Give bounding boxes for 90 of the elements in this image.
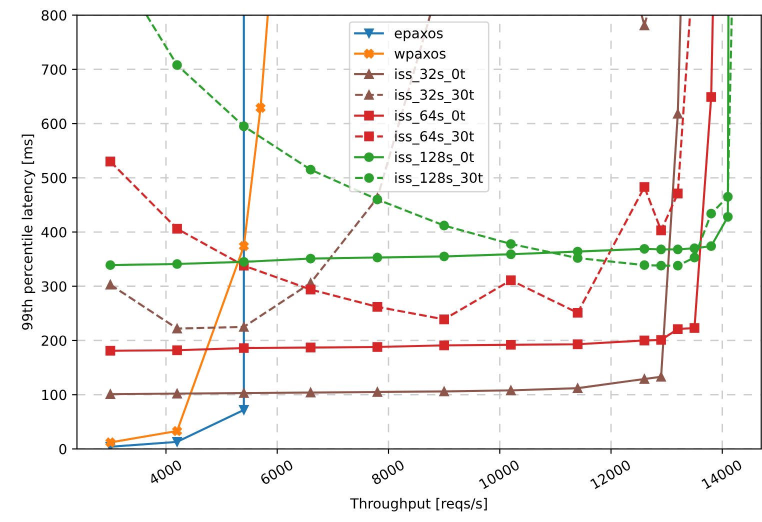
point bbox=[372, 194, 382, 204]
y-tick-label: 100 bbox=[42, 390, 66, 400]
point bbox=[105, 389, 116, 400]
y-tick-label: 400 bbox=[41, 227, 66, 238]
point bbox=[306, 284, 316, 294]
point bbox=[105, 260, 116, 270]
point bbox=[706, 241, 716, 251]
point bbox=[238, 388, 249, 398]
x-axis-title: Throughput [reqs/s] bbox=[350, 498, 487, 512]
point bbox=[722, 212, 733, 222]
point bbox=[238, 405, 249, 415]
y-tick-label: 0 bbox=[59, 444, 66, 454]
point bbox=[238, 256, 249, 267]
point bbox=[439, 314, 449, 324]
point bbox=[506, 386, 516, 396]
point bbox=[722, 192, 733, 202]
point bbox=[640, 374, 650, 384]
point bbox=[640, 182, 650, 192]
point bbox=[640, 260, 650, 270]
point bbox=[372, 302, 382, 312]
point bbox=[172, 224, 182, 234]
y-tick-label: 600 bbox=[42, 118, 66, 130]
point bbox=[372, 387, 382, 397]
y-tick-label: 300 bbox=[42, 281, 66, 292]
point bbox=[656, 244, 666, 254]
y-axis-title: 99th percentile latency [ms] bbox=[22, 134, 36, 330]
point bbox=[105, 280, 116, 290]
point bbox=[672, 108, 683, 119]
point bbox=[105, 346, 116, 356]
point bbox=[172, 259, 182, 269]
point bbox=[172, 388, 182, 398]
point bbox=[656, 226, 666, 236]
point bbox=[105, 438, 116, 448]
legend-label: iss_32s_0t bbox=[395, 68, 466, 82]
point bbox=[172, 324, 182, 334]
point bbox=[439, 220, 449, 230]
point bbox=[172, 345, 182, 356]
point bbox=[372, 342, 382, 352]
point bbox=[672, 244, 683, 254]
point bbox=[656, 335, 666, 345]
point bbox=[656, 372, 666, 382]
x-tick-label: 6000 bbox=[260, 459, 294, 486]
legend-label: epaxos bbox=[394, 30, 443, 42]
legend-label: iss_32s_30t bbox=[395, 89, 474, 104]
point bbox=[672, 324, 683, 334]
point bbox=[238, 241, 249, 251]
point bbox=[105, 156, 116, 166]
point bbox=[656, 260, 666, 271]
legend-label: iss_128s_0t bbox=[395, 152, 474, 166]
point bbox=[172, 60, 182, 70]
point bbox=[172, 426, 182, 436]
point bbox=[572, 253, 583, 263]
point bbox=[640, 244, 650, 254]
point bbox=[306, 388, 316, 398]
point bbox=[172, 437, 182, 447]
y-tick-label: 800 bbox=[42, 10, 66, 21]
point bbox=[306, 342, 316, 352]
point bbox=[706, 92, 716, 102]
x-tick-label: 4000 bbox=[148, 459, 182, 486]
point bbox=[439, 252, 449, 262]
y-tick-label: 500 bbox=[42, 172, 66, 184]
point bbox=[506, 275, 516, 286]
point bbox=[306, 254, 316, 264]
point bbox=[238, 343, 249, 353]
legend-label: iss_64s_0t bbox=[395, 110, 466, 124]
point bbox=[640, 336, 650, 346]
point bbox=[439, 386, 449, 396]
point bbox=[372, 252, 382, 262]
y-tick-label: 700 bbox=[42, 64, 66, 75]
legend-label: iss_64s_30t bbox=[395, 130, 474, 145]
point bbox=[439, 340, 449, 350]
point bbox=[672, 188, 683, 198]
point bbox=[690, 323, 700, 333]
point bbox=[706, 208, 716, 218]
point bbox=[256, 102, 266, 113]
y-tick-label: 200 bbox=[42, 335, 66, 346]
point bbox=[572, 339, 583, 350]
point bbox=[506, 239, 516, 249]
point bbox=[690, 252, 700, 262]
point bbox=[238, 121, 249, 132]
legend-label: wpaxos bbox=[394, 50, 446, 62]
point bbox=[506, 340, 516, 350]
point bbox=[672, 260, 683, 271]
point bbox=[572, 308, 583, 318]
point bbox=[238, 322, 249, 332]
point bbox=[506, 249, 516, 260]
point bbox=[640, 20, 650, 30]
legend-label: iss_128s_30t bbox=[395, 172, 483, 186]
point bbox=[306, 164, 316, 175]
point bbox=[572, 383, 583, 394]
